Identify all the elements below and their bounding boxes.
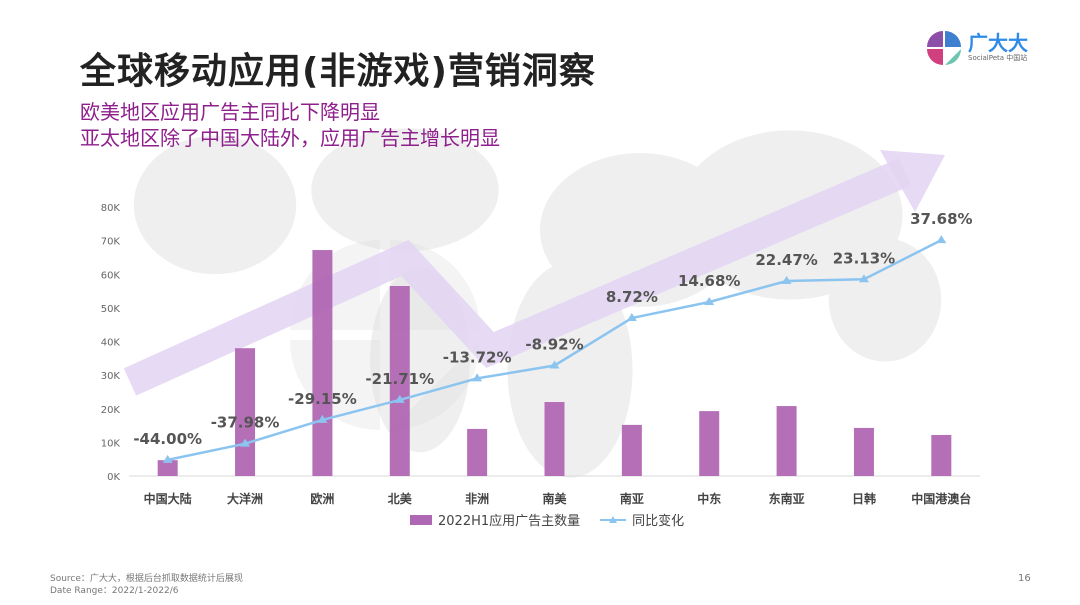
map-shape [828,238,942,362]
date-range: Date Range：2022/1-2022/6 [50,586,179,596]
line-point [781,276,792,285]
line-point [936,235,947,244]
trend-arrow-head [880,150,945,212]
source-note: Source：广大大，根据后台抓取数据统计后展现 [50,574,243,584]
subtitle-1: 欧美地区应用广告主同比下降明显 [80,100,380,124]
data-label: -13.72% [443,348,512,366]
logo-name: 广大大 [968,31,1028,55]
y-tick-label: 60K [101,270,121,281]
data-label: 23.13% [833,249,895,267]
data-label: -29.15% [288,390,357,408]
line-point [549,360,560,369]
x-tick-label: 大洋洲 [227,491,263,506]
page-number: 16 [1018,573,1031,584]
legend-line-swatch [600,515,627,523]
x-tick-label: 中国大陆 [144,491,192,506]
line-point [626,313,637,322]
data-label: 8.72% [606,288,658,306]
y-tick-label: 10K [101,438,121,449]
x-tick-label: 南美 [542,491,567,506]
data-label: 22.47% [755,251,817,269]
logo-icon [927,31,961,65]
logo-subtitle: SocialPeta 中国站 [968,54,1028,62]
footer: Source：广大大，根据后台抓取数据统计后展现 Date Range：2022… [50,573,243,597]
subtitle-2: 亚太地区除了中国大陆外，应用广告主增长明显 [80,126,500,150]
map-shape [133,135,297,275]
bar [621,424,642,476]
data-label: -37.98% [211,414,280,432]
bar [853,427,874,476]
legend-bar-swatch [410,514,432,525]
x-tick-label: 非洲 [465,491,489,506]
bar [931,434,952,476]
x-tick-label: 北美 [388,491,413,506]
line-point [704,297,715,306]
y-tick-label: 80K [101,203,121,214]
bar [235,348,256,476]
line-point [858,274,869,283]
y-tick-label: 50K [101,304,121,315]
legend-bar-label: 2022H1应用广告主数量 [438,514,581,529]
y-tick-label: 70K [101,237,121,248]
data-label: -8.92% [525,335,583,353]
data-label: 37.68% [910,210,972,228]
y-tick-label: 20K [101,405,121,416]
bar [389,286,410,476]
bar [544,402,565,476]
data-label: -21.71% [365,370,434,388]
x-tick-label: 日韩 [852,491,876,506]
y-tick-label: 40K [101,338,121,349]
bar [699,411,720,476]
line-point [394,394,405,403]
page-title: 全球移动应用(非游戏)营销洞察 [80,51,596,92]
bar [776,406,797,476]
bar [467,428,488,476]
x-tick-label: 东南亚 [769,491,805,506]
line-point [162,454,173,463]
line-point [240,438,251,447]
data-label: 14.68% [678,272,740,290]
y-tick-label: 0K [107,472,120,483]
x-tick-label: 中东 [697,491,721,506]
watermark-logo-quadrant [390,340,480,430]
logo: 广大大 SocialPeta 中国站 [926,30,1028,66]
line-point [317,414,328,423]
legend: 2022H1应用广告主数量 同比变化 [410,510,684,529]
data-label: -44.00% [133,430,202,448]
x-tick-label: 南亚 [620,491,644,506]
trend-arrow [123,158,911,396]
bar [312,250,333,476]
y-tick-label: 30K [101,371,121,382]
legend-line-label: 同比变化 [632,514,685,529]
map-shape [311,128,499,252]
x-tick-label: 欧洲 [310,491,334,506]
line-point [472,373,483,382]
x-tick-label: 中国港澳台 [911,491,971,506]
bar [157,460,178,476]
